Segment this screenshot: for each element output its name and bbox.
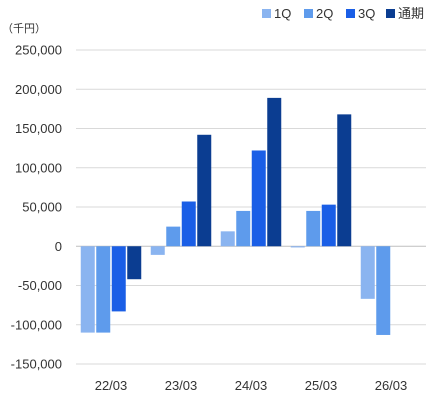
x-tick-label: 22/03 [95,378,128,393]
legend-label: 3Q [358,6,375,21]
bar [150,246,165,255]
y-tick-label: 250,000 [15,43,62,58]
x-tick-label: 25/03 [305,378,338,393]
legend-swatch [346,9,355,18]
y-tick-label: 200,000 [15,82,62,97]
x-axis-tick-labels: 22/03 23/03 24/03 25/03 26/03 [95,378,408,393]
legend: 1Q 2Q 3Q 通期 [262,6,424,21]
bar [96,246,111,333]
bar [181,201,196,247]
legend-swatch [304,9,313,18]
bar [376,246,391,335]
y-tick-label: 50,000 [22,200,62,215]
y-tick-label: -50,000 [18,278,62,293]
bar [337,114,352,247]
y-tick-label: 100,000 [15,160,62,175]
x-tick-label: 26/03 [375,378,408,393]
bar [360,246,375,299]
bar [197,134,212,247]
bar [236,210,251,247]
bar [166,226,181,247]
legend-label: 通期 [398,6,424,21]
bar [321,204,336,247]
y-tick-label: 0 [55,239,62,254]
y-axis-tick-labels: 250,000 200,000 150,000 100,000 50,000 0 -50,0… [11,43,62,372]
legend-swatch [386,9,395,18]
bar [290,246,305,248]
bar [267,97,282,247]
bar [80,246,95,333]
bar [306,210,321,247]
legend-label: 1Q [274,6,291,21]
y-tick-label: -100,000 [11,317,62,332]
bar [127,246,142,280]
bar [251,150,266,247]
y-tick-label: -150,000 [11,357,62,372]
x-tick-label: 24/03 [235,378,268,393]
gridlines [76,49,426,365]
bar [111,246,126,312]
legend-label: 2Q [316,6,333,21]
y-tick-label: 150,000 [15,121,62,136]
unit-label: （千円） [2,22,46,35]
legend-swatch [262,9,271,18]
x-tick-label: 23/03 [165,378,198,393]
bar [220,231,235,247]
bars [80,97,391,335]
